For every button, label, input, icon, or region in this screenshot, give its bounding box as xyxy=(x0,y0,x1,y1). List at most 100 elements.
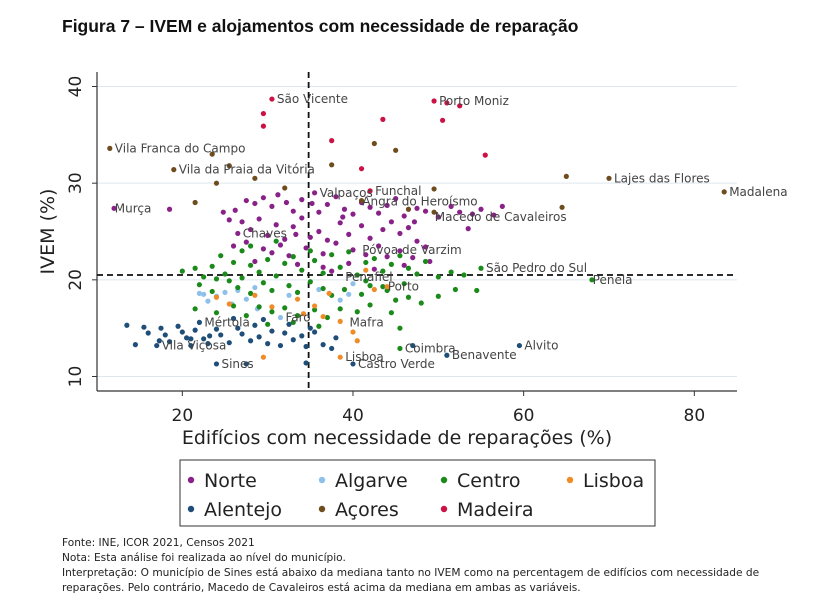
point-norte xyxy=(388,219,394,225)
x-tick-label-60: 60 xyxy=(513,406,535,426)
axes xyxy=(96,72,737,392)
point-acores xyxy=(559,204,565,210)
label-porto-moniz: Porto Moniz xyxy=(439,94,509,108)
point-norte xyxy=(384,202,390,208)
point-centro xyxy=(589,277,595,283)
point-centro xyxy=(192,306,198,312)
point-alentejo xyxy=(277,342,284,349)
point-norte xyxy=(376,210,382,216)
point-lisboa xyxy=(269,304,275,310)
point-norte xyxy=(283,199,290,206)
point-centro xyxy=(290,254,296,260)
point-centro xyxy=(320,285,326,292)
point-centro xyxy=(286,283,292,289)
point-lisboa xyxy=(294,296,301,302)
point-norte xyxy=(324,237,330,243)
legend-item-lisboa: Lisboa xyxy=(566,470,644,492)
point-centro xyxy=(222,271,228,277)
label-lisboa: Lisboa xyxy=(345,350,384,364)
gridlines xyxy=(97,86,737,377)
point-acores xyxy=(606,175,612,181)
legend-marker-norte xyxy=(187,476,195,484)
legend-marker-alentejo xyxy=(187,505,195,513)
point-centro xyxy=(397,253,403,259)
point-alentejo xyxy=(141,324,147,330)
point-centro xyxy=(329,252,335,258)
point-centro xyxy=(380,284,386,290)
point-norte xyxy=(265,232,271,238)
scatter-chart: 20 40 60 80 10 20 30 40 São Vicente Porto Moniz V… xyxy=(37,72,788,527)
point-alentejo xyxy=(307,325,313,331)
label-faro: Faro xyxy=(285,311,310,325)
point-norte xyxy=(248,226,254,233)
point-norte xyxy=(350,211,356,217)
point-acores xyxy=(563,173,569,179)
point-madeira xyxy=(269,96,275,102)
point-norte xyxy=(282,236,288,242)
label-penafiel: Penafiel xyxy=(345,270,392,284)
point-norte xyxy=(260,195,266,201)
point-norte xyxy=(410,255,416,261)
point-norte xyxy=(397,248,403,254)
point-norte xyxy=(239,219,245,225)
point-norte xyxy=(401,262,407,268)
point-norte xyxy=(309,200,315,207)
point-alentejo xyxy=(256,334,262,340)
point-alentejo xyxy=(303,360,309,366)
point-centro xyxy=(239,275,245,281)
point-centro xyxy=(435,293,441,299)
point-centro xyxy=(294,289,301,295)
point-centro xyxy=(405,265,412,271)
point-norte xyxy=(367,235,373,241)
point-norte xyxy=(260,246,266,252)
point-acores xyxy=(107,145,113,151)
label-vila-franca-do-campo: Vila Franca do Campo xyxy=(115,141,246,155)
label-sao-vicente: São Vicente xyxy=(277,92,348,106)
point-madeira xyxy=(260,110,266,117)
point-centro xyxy=(282,260,288,266)
point-centro xyxy=(273,273,279,279)
point-centro xyxy=(260,280,266,286)
point-alentejo xyxy=(226,340,232,346)
point-alentejo xyxy=(201,336,207,342)
point-norte xyxy=(230,243,237,249)
point-norte xyxy=(427,258,433,265)
point-centro xyxy=(435,274,441,280)
legend-marker-lisboa xyxy=(566,476,574,484)
point-alentejo xyxy=(235,325,241,331)
point-norte xyxy=(350,247,356,253)
point-alentejo xyxy=(350,361,356,367)
point-alentejo xyxy=(516,342,523,349)
point-alentejo xyxy=(175,323,181,329)
point-madeira xyxy=(457,103,463,109)
point-centro xyxy=(273,238,279,244)
point-algarve xyxy=(252,284,258,291)
point-lisboa xyxy=(252,292,258,298)
point-norte xyxy=(166,206,173,212)
point-algarve xyxy=(243,296,249,302)
point-centro xyxy=(209,263,215,269)
point-acores xyxy=(252,175,258,181)
point-alentejo xyxy=(265,341,271,347)
point-norte xyxy=(312,190,318,196)
point-norte xyxy=(320,251,326,257)
point-norte xyxy=(448,203,454,209)
point-madeira xyxy=(260,123,266,129)
point-alentejo xyxy=(196,319,202,325)
label-valpacos: Valpaços xyxy=(320,186,373,200)
point-centro xyxy=(299,267,305,273)
point-centro xyxy=(384,287,390,294)
point-centro xyxy=(256,269,262,275)
point-norte xyxy=(226,217,232,223)
point-alentejo xyxy=(410,342,416,349)
point-centro xyxy=(269,309,275,315)
axis-ticks: 20 40 60 80 10 20 30 40 xyxy=(66,76,705,426)
point-algarve xyxy=(196,290,202,296)
point-alentejo xyxy=(320,342,326,348)
point-acores xyxy=(431,209,437,215)
point-norte xyxy=(435,214,441,220)
point-norte xyxy=(111,205,117,211)
point-lisboa xyxy=(350,329,356,335)
label-castro-verde: Castro Verde xyxy=(358,357,435,371)
x-tick-label-20: 20 xyxy=(172,406,194,426)
